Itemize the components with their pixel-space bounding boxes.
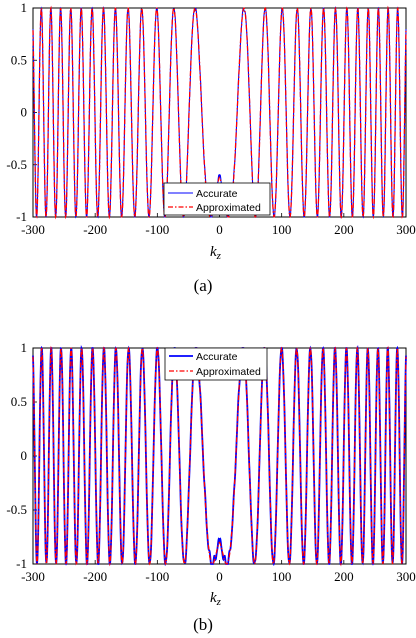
caption-b: (b) <box>193 615 213 634</box>
series-approximated-b <box>32 345 407 567</box>
legend-label-accurate-a: Accurate <box>196 188 238 200</box>
x-tick-label: 200 <box>334 222 354 237</box>
y-tick-label: 1 <box>21 0 28 15</box>
panel-b: 1 0.5 0 -0.5 -1 -300 -200 -100 0 100 200 300 Accur… <box>6 340 415 634</box>
x-tick-label: 0 <box>216 222 223 237</box>
x-tick-label: 0 <box>216 569 223 584</box>
x-tick-label: -300 <box>21 222 45 237</box>
y-ticks-a: 1 0.5 0 -0.5 -1 <box>6 0 37 224</box>
series-approximated-a <box>32 5 407 220</box>
legend-a: Accurate Approximated <box>163 182 271 216</box>
x-axis-label-a: kz <box>210 244 222 262</box>
y-tick-label: 0.5 <box>11 394 27 409</box>
legend-b: Accurate Approximated <box>164 347 268 381</box>
x-axis-label-sub-a: z <box>216 250 222 262</box>
y-tick-label: -1 <box>16 556 27 571</box>
caption-a: (a) <box>194 276 213 295</box>
y-tick-label: 0 <box>21 105 28 120</box>
y-tick-label: 0.5 <box>11 52 27 67</box>
legend-label-accurate-b: Accurate <box>196 351 238 363</box>
x-tick-label: -200 <box>83 569 107 584</box>
x-ticks-b: -300 -200 -100 0 100 200 300 <box>21 560 416 584</box>
x-tick-label: -100 <box>145 222 169 237</box>
y-tick-label: -0.5 <box>6 157 27 172</box>
legend-label-approximated-a: Approximated <box>196 202 261 214</box>
y-tick-label: 1 <box>21 340 28 355</box>
x-tick-label: 100 <box>272 569 292 584</box>
legend-label-approximated-b: Approximated <box>196 366 261 378</box>
x-tick-label: 300 <box>396 569 416 584</box>
x-axis-label-sub-b: z <box>216 596 222 608</box>
x-tick-label: -100 <box>145 569 169 584</box>
x-tick-label: 100 <box>272 222 292 237</box>
x-tick-label: 300 <box>396 222 416 237</box>
y-ticks-b: 1 0.5 0 -0.5 -1 <box>6 340 37 571</box>
x-axis-label-b: kz <box>210 590 222 608</box>
legend-box-a <box>163 182 271 216</box>
x-tick-label: 200 <box>334 569 354 584</box>
y-tick-label: -1 <box>16 209 27 224</box>
y-tick-label: -0.5 <box>6 502 27 517</box>
x-tick-label: -300 <box>21 569 45 584</box>
panel-a: 1 0.5 0 -0.5 -1 -300 -200 -100 0 100 200 300 Accur… <box>6 0 415 295</box>
x-ticks-a: -300 -200 -100 0 100 200 300 <box>21 213 416 237</box>
x-tick-label: -200 <box>83 222 107 237</box>
legend-box-b <box>164 347 268 381</box>
y-tick-label: 0 <box>21 448 28 463</box>
